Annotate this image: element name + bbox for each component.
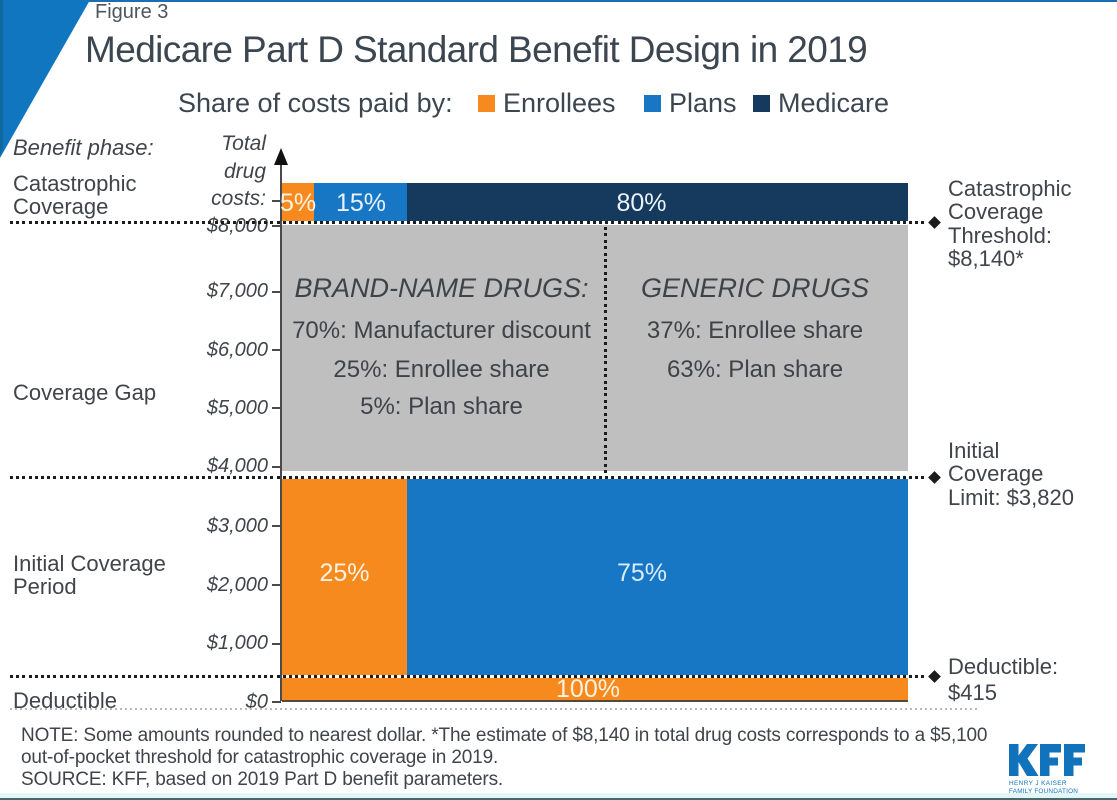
svg-text:FAMILY FOUNDATION: FAMILY FOUNDATION (1009, 788, 1078, 795)
svg-text:HENRY J KAISER: HENRY J KAISER (1009, 780, 1067, 787)
